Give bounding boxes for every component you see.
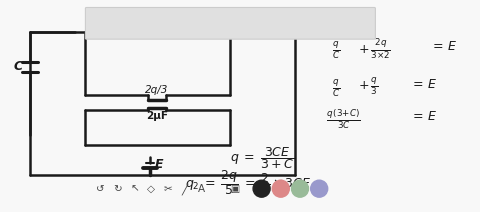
Text: $+\,\frac{q}{3}$: $+\,\frac{q}{3}$ xyxy=(358,76,378,97)
Circle shape xyxy=(272,180,289,197)
Text: ↻: ↻ xyxy=(113,184,122,194)
Text: $=\,E$: $=\,E$ xyxy=(410,78,437,91)
Text: C: C xyxy=(13,60,23,74)
Text: A: A xyxy=(198,184,205,194)
Text: 1μF: 1μF xyxy=(137,20,159,30)
Circle shape xyxy=(253,180,270,197)
Text: $+\,\frac{2q}{3{\times}2}$: $+\,\frac{2q}{3{\times}2}$ xyxy=(358,38,391,62)
Text: ↖: ↖ xyxy=(130,184,139,194)
Circle shape xyxy=(311,180,328,197)
Text: ▣: ▣ xyxy=(230,184,240,194)
Text: ✂: ✂ xyxy=(164,184,172,194)
Text: $\frac{q}{C}$: $\frac{q}{C}$ xyxy=(332,78,340,99)
Text: 2μF: 2μF xyxy=(146,111,168,121)
Text: $\frac{q\,(3{+}C)}{3C}$: $\frac{q\,(3{+}C)}{3C}$ xyxy=(326,108,361,131)
Circle shape xyxy=(291,180,309,197)
Text: $q\;=\;\dfrac{3CE}{3+C}$: $q\;=\;\dfrac{3CE}{3+C}$ xyxy=(230,145,294,171)
Text: 2q/3: 2q/3 xyxy=(145,85,168,95)
Text: $\frac{q}{C}$: $\frac{q}{C}$ xyxy=(332,40,340,61)
Text: E: E xyxy=(155,159,164,172)
Text: $=\,E$: $=\,E$ xyxy=(430,40,457,53)
Text: ↺: ↺ xyxy=(96,184,105,194)
Text: $=\,E$: $=\,E$ xyxy=(410,110,437,123)
Text: ◇: ◇ xyxy=(147,184,155,194)
Text: $q_2\;=\;\dfrac{2q}{5}\;=\;\dfrac{2}{5}\,{\times}\,3CE$: $q_2\;=\;\dfrac{2q}{5}\;=\;\dfrac{2}{5}\… xyxy=(185,168,311,197)
FancyBboxPatch shape xyxy=(85,7,375,39)
Text: ╱: ╱ xyxy=(181,183,188,195)
